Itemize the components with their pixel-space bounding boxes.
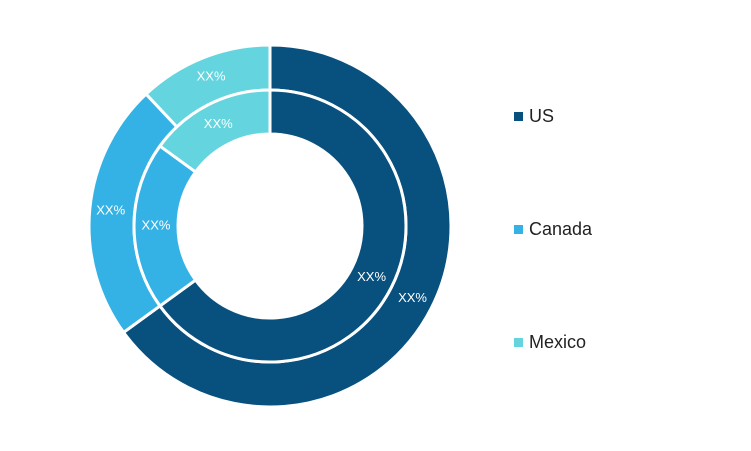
outer-label-mexico: XX%: [197, 69, 226, 84]
legend-swatch-us: [514, 111, 523, 121]
inner-slice-mexico[interactable]: [157, 88, 272, 175]
legend-item-mexico[interactable]: Mexico: [514, 330, 586, 354]
inner-label-canada: XX%: [142, 217, 171, 232]
legend-label-mexico: Mexico: [529, 332, 587, 352]
inner-label-us: XX%: [357, 269, 386, 284]
chart-legend: US Canada Mexico: [514, 0, 734, 451]
slice-labels: XX% XX% XX% XX% XX% XX%: [96, 69, 427, 305]
outer-label-canada: XX%: [96, 202, 125, 217]
legend-label-us: US: [529, 106, 555, 126]
inner-ring: [132, 88, 408, 364]
legend-item-us[interactable]: US: [514, 104, 554, 128]
outer-label-us: XX%: [398, 290, 427, 305]
inner-label-mexico: XX%: [204, 116, 233, 131]
inner-slice-us[interactable]: [157, 88, 408, 364]
legend-label-canada: Canada: [529, 219, 593, 239]
legend-swatch-canada: [514, 224, 523, 234]
legend-swatch-mexico: [514, 337, 523, 347]
legend-item-canada[interactable]: Canada: [514, 217, 592, 241]
